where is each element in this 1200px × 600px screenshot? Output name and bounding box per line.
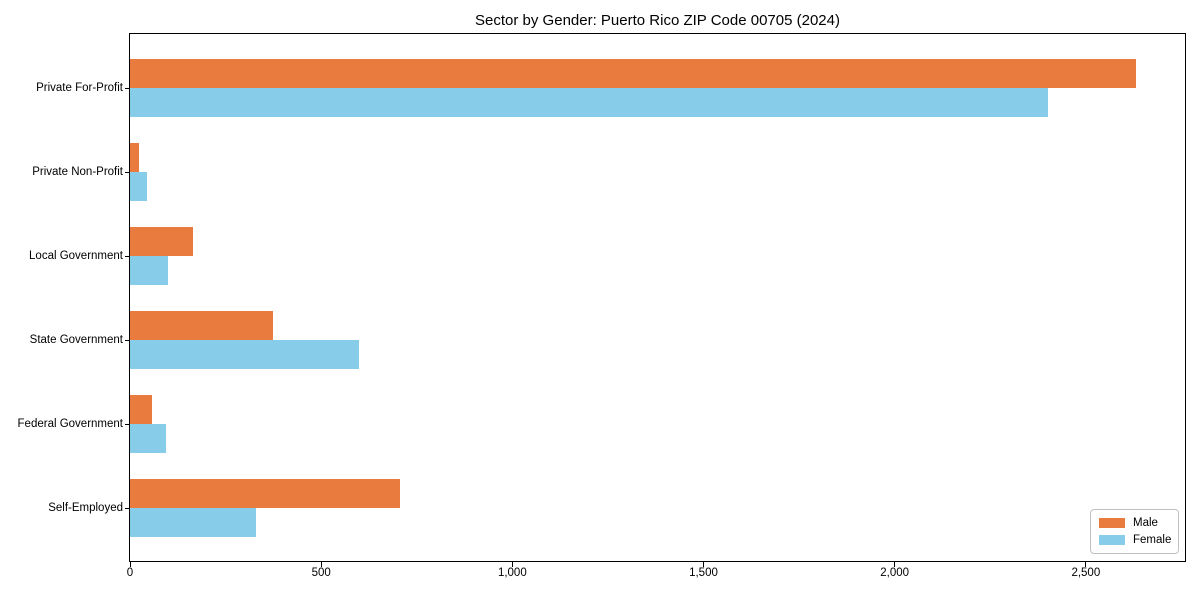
bar-male-local-government [130,227,194,256]
x-axis-label: 500 [311,567,331,579]
x-axis-label: 0 [126,567,134,579]
x-axis-tick [894,562,896,567]
legend-entry-male: Male [1099,517,1170,529]
bar-female-local-government [130,256,169,285]
bar-female-private-for-profit [130,88,1048,117]
y-axis-label: State Government [29,334,123,346]
y-axis-label: Federal Government [17,418,123,430]
legend: Male Female [1090,509,1179,554]
y-axis-tick [125,339,129,341]
x-axis-label: 1,000 [497,567,527,579]
y-axis-tick [125,87,129,89]
legend-swatch-female [1099,535,1125,545]
bar-male-federal-government [130,395,153,424]
bar-female-self-employed [130,508,257,537]
x-axis-label: 2,000 [880,567,910,579]
bar-male-private-for-profit [130,59,1136,88]
y-axis-tick [125,423,129,425]
x-axis-tick [511,562,513,567]
bar-male-self-employed [130,479,400,508]
legend-entry-female: Female [1099,534,1172,546]
bar-female-state-government [130,340,360,369]
y-axis-tick [125,171,129,173]
y-axis-tick [125,255,129,257]
y-axis-label: Private Non-Profit [32,166,123,178]
bar-male-state-government [130,311,274,340]
x-axis-tick [702,562,704,567]
x-axis-tick [1085,562,1087,567]
chart-title: Sector by Gender: Puerto Rico ZIP Code 0… [475,12,840,29]
y-axis-tick [125,507,129,509]
x-axis-tick [320,562,322,567]
y-axis-label: Private For-Profit [36,82,123,94]
plot-area [129,33,1186,562]
bar-female-private-non-profit [130,172,148,201]
y-axis-label: Local Government [29,250,123,262]
legend-swatch-male [1099,518,1125,528]
x-axis-label: 2,500 [1071,567,1101,579]
y-axis-label: Self-Employed [48,502,123,514]
bar-female-federal-government [130,424,166,453]
x-axis-tick [129,562,131,567]
legend-label: Female [1133,534,1172,546]
bar-male-private-non-profit [130,143,139,172]
legend-label: Male [1133,517,1158,529]
x-axis-label: 1,500 [689,567,718,579]
